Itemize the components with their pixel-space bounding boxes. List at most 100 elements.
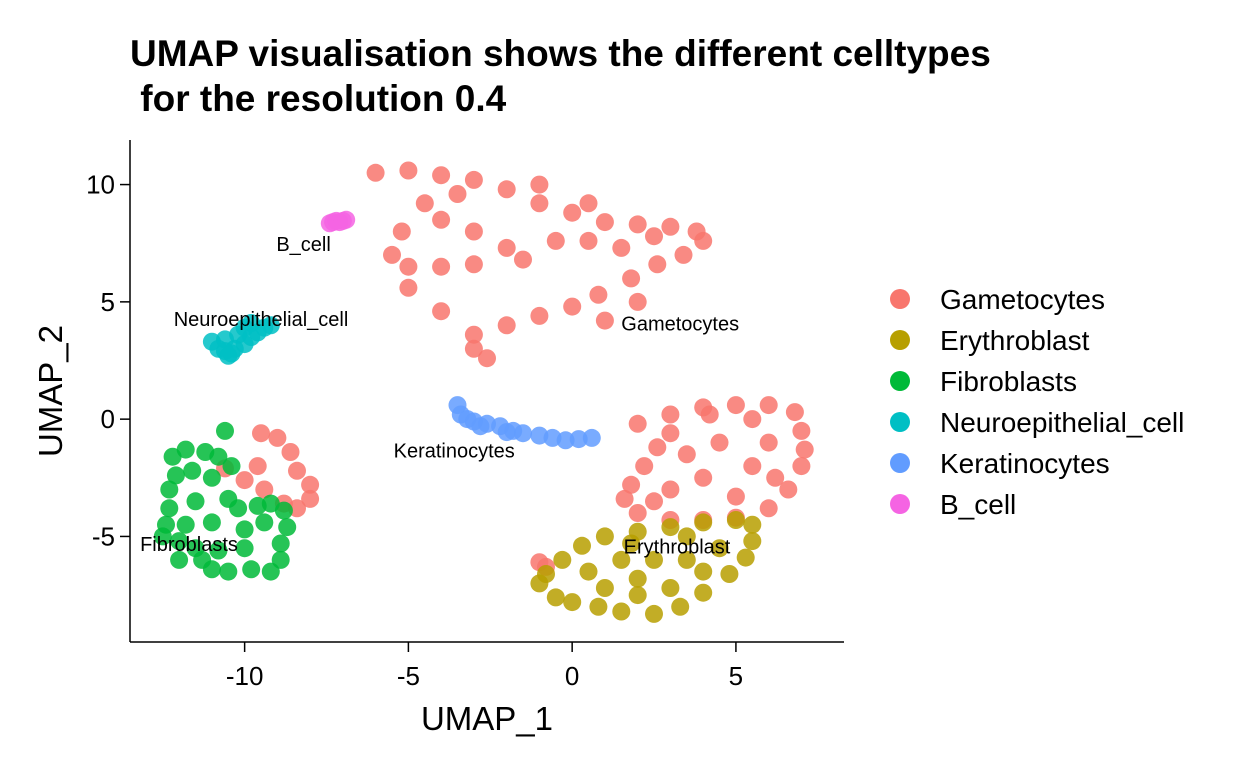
cluster-label: Fibroblasts [140, 534, 238, 556]
point-erythroblast [677, 527, 696, 546]
point-gametocytes [530, 175, 549, 194]
point-gametocytes [530, 306, 549, 325]
legend-label: Neuroepithelial_cell [940, 407, 1184, 438]
y-tick-label: -5 [92, 521, 115, 551]
point-gametocytes [785, 403, 804, 422]
point-gametocytes [399, 278, 418, 297]
x-tick-label: 5 [729, 661, 743, 691]
point-gametocytes [726, 396, 745, 415]
point-gametocytes [759, 433, 778, 452]
cluster-label: B_cell [276, 234, 330, 256]
point-fibroblasts [176, 440, 195, 459]
point-keratinocytes [497, 423, 516, 442]
legend-label: Keratinocytes [940, 448, 1110, 479]
y-ticks-layer: -5 0 5 10 [86, 170, 130, 551]
point-fibroblasts [176, 515, 195, 534]
point-gametocytes [628, 292, 647, 311]
point-gametocytes [497, 316, 516, 335]
point-gametocytes [432, 302, 451, 321]
point-gametocytes [448, 185, 467, 203]
point-fibroblasts [209, 541, 228, 560]
point-neuroepithelial-cell [261, 316, 280, 335]
point-erythroblast [595, 527, 614, 546]
point-gametocytes [628, 215, 647, 234]
point-gametocytes [301, 475, 320, 494]
point-fibroblasts [202, 513, 221, 532]
point-keratinocytes [582, 428, 601, 447]
point-erythroblast [595, 579, 614, 597]
point-gametocytes [432, 210, 451, 229]
point-gametocytes [648, 438, 667, 457]
point-gametocytes [415, 194, 434, 213]
point-fibroblasts [166, 466, 185, 485]
y-axis-label: UMAP_2 [32, 325, 69, 457]
point-gametocytes [645, 227, 663, 246]
point-gametocytes [792, 457, 811, 476]
point-fibroblasts [186, 492, 205, 511]
point-neuroepithelial-cell [216, 330, 234, 349]
x-axis-label: UMAP_1 [421, 700, 553, 737]
x-tick-label: -5 [397, 661, 420, 691]
point-gametocytes [399, 257, 418, 276]
point-erythroblast [645, 550, 663, 569]
point-gametocytes [432, 166, 451, 185]
point-erythroblast [661, 579, 680, 597]
point-erythroblast [628, 586, 647, 605]
point-gametocytes [615, 489, 634, 508]
point-gametocytes [743, 410, 762, 429]
point-erythroblast [628, 569, 647, 588]
point-gametocytes [514, 250, 532, 269]
point-fibroblasts [186, 539, 205, 558]
x-ticks-layer: -10 -5 0 5 [226, 642, 743, 691]
point-gametocytes [399, 161, 418, 180]
point-erythroblast [546, 588, 565, 607]
point-gametocytes [301, 489, 320, 508]
cluster-label: Keratinocytes [394, 440, 515, 462]
point-fibroblasts [235, 520, 254, 539]
point-gametocytes [464, 325, 483, 344]
point-erythroblast [720, 565, 739, 583]
point-gametocytes [255, 480, 274, 499]
point-gametocytes [661, 480, 680, 499]
legend-key [890, 412, 910, 432]
point-erythroblast [645, 604, 663, 623]
point-erythroblast [589, 597, 608, 616]
point-gametocytes [766, 468, 785, 487]
point-erythroblast [743, 532, 762, 551]
point-gametocytes [464, 339, 483, 358]
point-gametocytes [795, 440, 814, 459]
point-gametocytes [497, 180, 516, 199]
point-gametocytes [546, 231, 565, 250]
point-fibroblasts [183, 461, 202, 480]
point-fibroblasts [157, 515, 175, 534]
point-erythroblast [573, 536, 591, 555]
x-tick-label: 0 [565, 661, 579, 691]
point-gametocytes [579, 194, 598, 213]
point-gametocytes [677, 445, 696, 464]
cluster-label: Erythroblast [624, 536, 731, 558]
point-gametocytes [700, 405, 719, 424]
point-gametocytes [281, 443, 300, 461]
point-gametocytes [288, 461, 306, 480]
y-tick-label: 10 [86, 170, 115, 200]
point-erythroblast [726, 511, 745, 529]
point-gametocytes [792, 421, 811, 440]
point-gametocytes [432, 257, 451, 276]
point-gametocytes [622, 475, 641, 494]
point-gametocytes [268, 428, 287, 447]
point-keratinocytes [514, 424, 532, 443]
point-gametocytes [595, 213, 614, 232]
point-fibroblasts [209, 447, 228, 466]
point-erythroblast [743, 515, 762, 534]
point-fibroblasts [170, 532, 189, 551]
point-gametocytes [628, 504, 647, 522]
y-tick-label: 0 [101, 404, 115, 434]
point-gametocytes [612, 238, 631, 257]
legend-key [890, 494, 910, 514]
point-fibroblasts [255, 513, 274, 532]
point-erythroblast [694, 562, 713, 581]
point-gametocytes [694, 468, 713, 487]
point-erythroblast [579, 562, 598, 581]
point-gametocytes [648, 255, 667, 274]
